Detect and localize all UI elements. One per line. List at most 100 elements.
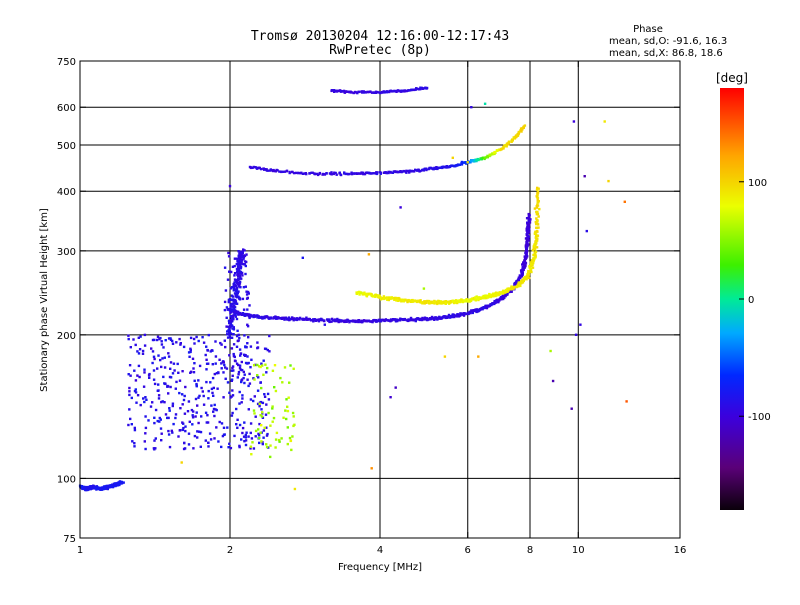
data-point [128, 408, 131, 411]
data-point [236, 279, 239, 282]
data-point [239, 264, 242, 268]
data-point [207, 333, 210, 337]
data-point [228, 321, 231, 325]
data-point [206, 348, 209, 352]
data-point [405, 299, 408, 302]
data-point [259, 365, 262, 369]
data-point [297, 171, 300, 175]
data-point [233, 300, 236, 303]
data-point [284, 409, 287, 412]
data-point [236, 329, 239, 332]
data-point [160, 439, 163, 442]
data-point [230, 298, 233, 302]
data-point [337, 320, 340, 324]
colorbar-tick-label: -100 [748, 412, 771, 423]
data-point [186, 410, 190, 413]
data-point [528, 228, 531, 231]
data-point [239, 250, 242, 253]
data-point [414, 168, 417, 172]
data-point [377, 294, 380, 297]
data-point [81, 487, 84, 491]
data-point [137, 352, 141, 355]
data-point [166, 416, 169, 420]
data-point [473, 160, 476, 163]
data-point [336, 317, 339, 321]
data-point [528, 265, 531, 268]
data-point [169, 376, 173, 379]
data-point [187, 351, 191, 354]
data-point [196, 404, 199, 407]
data-point [232, 289, 235, 292]
data-point [437, 317, 441, 320]
data-point [291, 170, 294, 174]
data-point [177, 435, 180, 438]
data-point [143, 440, 146, 443]
data-point [206, 421, 210, 424]
data-point [245, 290, 248, 293]
data-point [240, 360, 243, 364]
data-point [280, 316, 284, 320]
data-point [249, 398, 253, 401]
data-point [528, 219, 531, 223]
data-point [456, 163, 460, 166]
data-point [583, 175, 586, 178]
data-point [241, 251, 244, 254]
data-point [197, 396, 200, 399]
data-point [133, 445, 136, 448]
data-point [433, 302, 436, 305]
data-point [449, 300, 452, 303]
data-point [212, 394, 215, 397]
data-point [224, 345, 227, 349]
data-point [258, 365, 261, 368]
data-point [169, 385, 172, 389]
data-point [128, 390, 131, 393]
data-point [137, 336, 140, 339]
data-point [127, 334, 130, 337]
data-point [239, 368, 242, 371]
data-point [534, 230, 537, 233]
data-point [208, 432, 212, 435]
x-tick-label: 16 [674, 545, 687, 556]
data-point [240, 438, 243, 441]
data-point [263, 168, 266, 171]
data-point [356, 91, 359, 95]
data-point [236, 311, 239, 314]
data-point [526, 243, 529, 246]
data-point [133, 389, 137, 393]
data-point [227, 251, 230, 255]
data-point [533, 232, 537, 235]
data-point [419, 88, 422, 91]
data-point [454, 301, 458, 304]
data-point [289, 317, 292, 321]
data-point [470, 106, 473, 109]
data-point [366, 90, 369, 94]
data-point [526, 226, 529, 229]
data-point [235, 286, 239, 289]
data-point [163, 401, 166, 404]
data-point [166, 385, 170, 388]
data-point [246, 308, 249, 311]
data-point [289, 364, 292, 367]
data-point [249, 366, 252, 369]
data-point [215, 408, 218, 412]
data-point [382, 297, 386, 301]
data-point [226, 336, 230, 339]
data-point [527, 226, 530, 229]
data-point [229, 446, 233, 450]
data-point [129, 346, 132, 349]
data-point [144, 426, 148, 430]
data-point [230, 317, 234, 320]
data-point [283, 170, 287, 173]
data-point [189, 371, 192, 374]
data-point [227, 299, 231, 302]
data-point [469, 299, 473, 302]
data-point [534, 220, 537, 224]
data-point [517, 278, 521, 282]
data-point [372, 172, 376, 175]
data-point [315, 172, 318, 176]
data-point [390, 90, 394, 93]
data-point [218, 420, 221, 424]
data-point [134, 391, 138, 394]
data-point [235, 362, 239, 365]
